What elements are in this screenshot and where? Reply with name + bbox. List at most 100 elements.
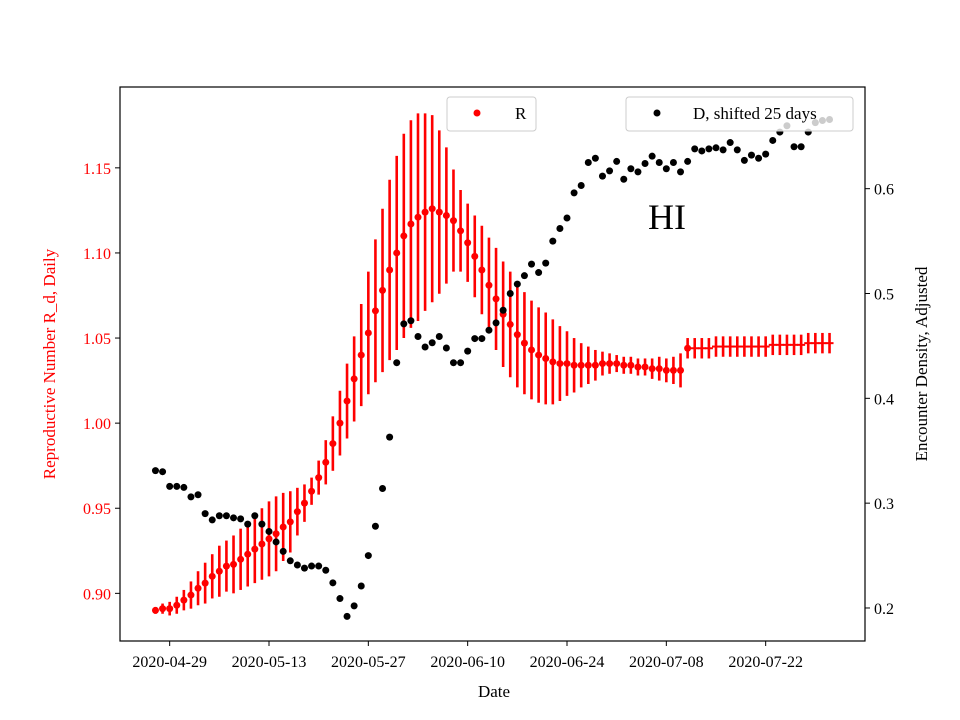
d-point [258, 520, 266, 528]
d-point [336, 595, 344, 603]
r-point [187, 591, 195, 599]
r-point [336, 419, 344, 427]
d-point [570, 189, 578, 197]
d-point [613, 157, 621, 165]
r-point [386, 266, 394, 274]
d-point [691, 145, 699, 153]
d-series [151, 115, 834, 620]
d-point [797, 143, 805, 151]
r-point [286, 518, 294, 526]
r-point [634, 363, 642, 371]
y-tick-label-right: 0.5 [874, 287, 894, 304]
d-point [173, 482, 181, 490]
d-point [648, 152, 656, 160]
d-point [492, 319, 500, 327]
r-point [542, 354, 550, 362]
x-tick-label: 2020-06-10 [430, 654, 505, 671]
annotation-state: HI [648, 197, 686, 237]
d-point [755, 154, 763, 162]
r-point [393, 249, 401, 257]
d-point [457, 359, 465, 367]
d-point [747, 151, 755, 159]
d-point [634, 168, 642, 176]
y-tick-label-right: 0.2 [874, 601, 894, 618]
r-point [471, 252, 479, 260]
d-point [449, 359, 457, 367]
r-point [535, 351, 543, 359]
r-point [244, 550, 252, 558]
d-point [272, 538, 280, 546]
d-point [471, 335, 479, 343]
y-tick-label-left: 1.00 [83, 416, 111, 433]
r-point [428, 205, 436, 213]
d-point [421, 343, 429, 351]
r-point [208, 572, 216, 580]
y-tick-label-right: 0.3 [874, 496, 894, 513]
d-point [379, 484, 387, 492]
r-point [364, 329, 372, 337]
r-point [279, 523, 287, 531]
r-point [549, 358, 557, 366]
r-point [322, 458, 330, 466]
y-tick-label-left: 1.10 [83, 246, 111, 263]
d-point [620, 175, 628, 183]
d-point [499, 306, 507, 314]
r-point [194, 584, 202, 592]
r-point [570, 361, 578, 369]
r-point [563, 360, 571, 368]
d-point [187, 493, 195, 501]
r-point [421, 208, 429, 216]
d-point [520, 272, 528, 280]
d-point [655, 158, 663, 166]
r-point [442, 212, 450, 220]
d-point [407, 317, 415, 325]
d-point [343, 612, 351, 620]
r-point [272, 530, 280, 538]
r-point [513, 331, 521, 339]
y-tick-label-left: 1.05 [83, 331, 111, 348]
r-point [613, 360, 621, 368]
d-point [528, 260, 536, 268]
legend-d-marker [653, 109, 661, 117]
x-tick-label: 2020-04-29 [132, 654, 207, 671]
d-point [300, 564, 308, 572]
d-point [684, 157, 692, 165]
r-point [506, 320, 514, 328]
d-point [350, 602, 358, 610]
r-point [308, 487, 316, 495]
d-point [244, 520, 252, 528]
r-point [201, 579, 209, 587]
d-point [733, 146, 741, 154]
d-point [237, 515, 245, 523]
r-point [265, 535, 273, 543]
r-point [350, 375, 358, 383]
x-axis-label: Date [478, 682, 510, 701]
d-point [230, 514, 238, 522]
d-point [265, 527, 273, 535]
d-point [371, 522, 379, 530]
d-point [308, 562, 316, 570]
d-point [393, 359, 401, 367]
r-point [677, 366, 685, 374]
y-tick-label-right: 0.4 [874, 391, 894, 408]
d-point [414, 332, 422, 340]
d-point [428, 339, 436, 347]
r-point [315, 474, 323, 482]
d-point [442, 344, 450, 352]
d-point [293, 561, 301, 569]
r-point [520, 339, 528, 347]
d-point [464, 347, 472, 355]
legend-r: R [446, 96, 537, 132]
r-point [478, 266, 486, 274]
r-point [371, 307, 379, 315]
d-point [740, 156, 748, 164]
x-tick-label: 2020-06-24 [530, 654, 605, 671]
d-point [762, 150, 770, 158]
y-axis-left-label: Reproductive Number R_d, Daily [40, 248, 59, 479]
d-point [506, 290, 514, 298]
r-point [222, 562, 230, 570]
x-tick-label: 2020-07-22 [728, 654, 803, 671]
r-point [449, 217, 457, 225]
d-point [662, 165, 670, 173]
r-point [598, 360, 606, 368]
